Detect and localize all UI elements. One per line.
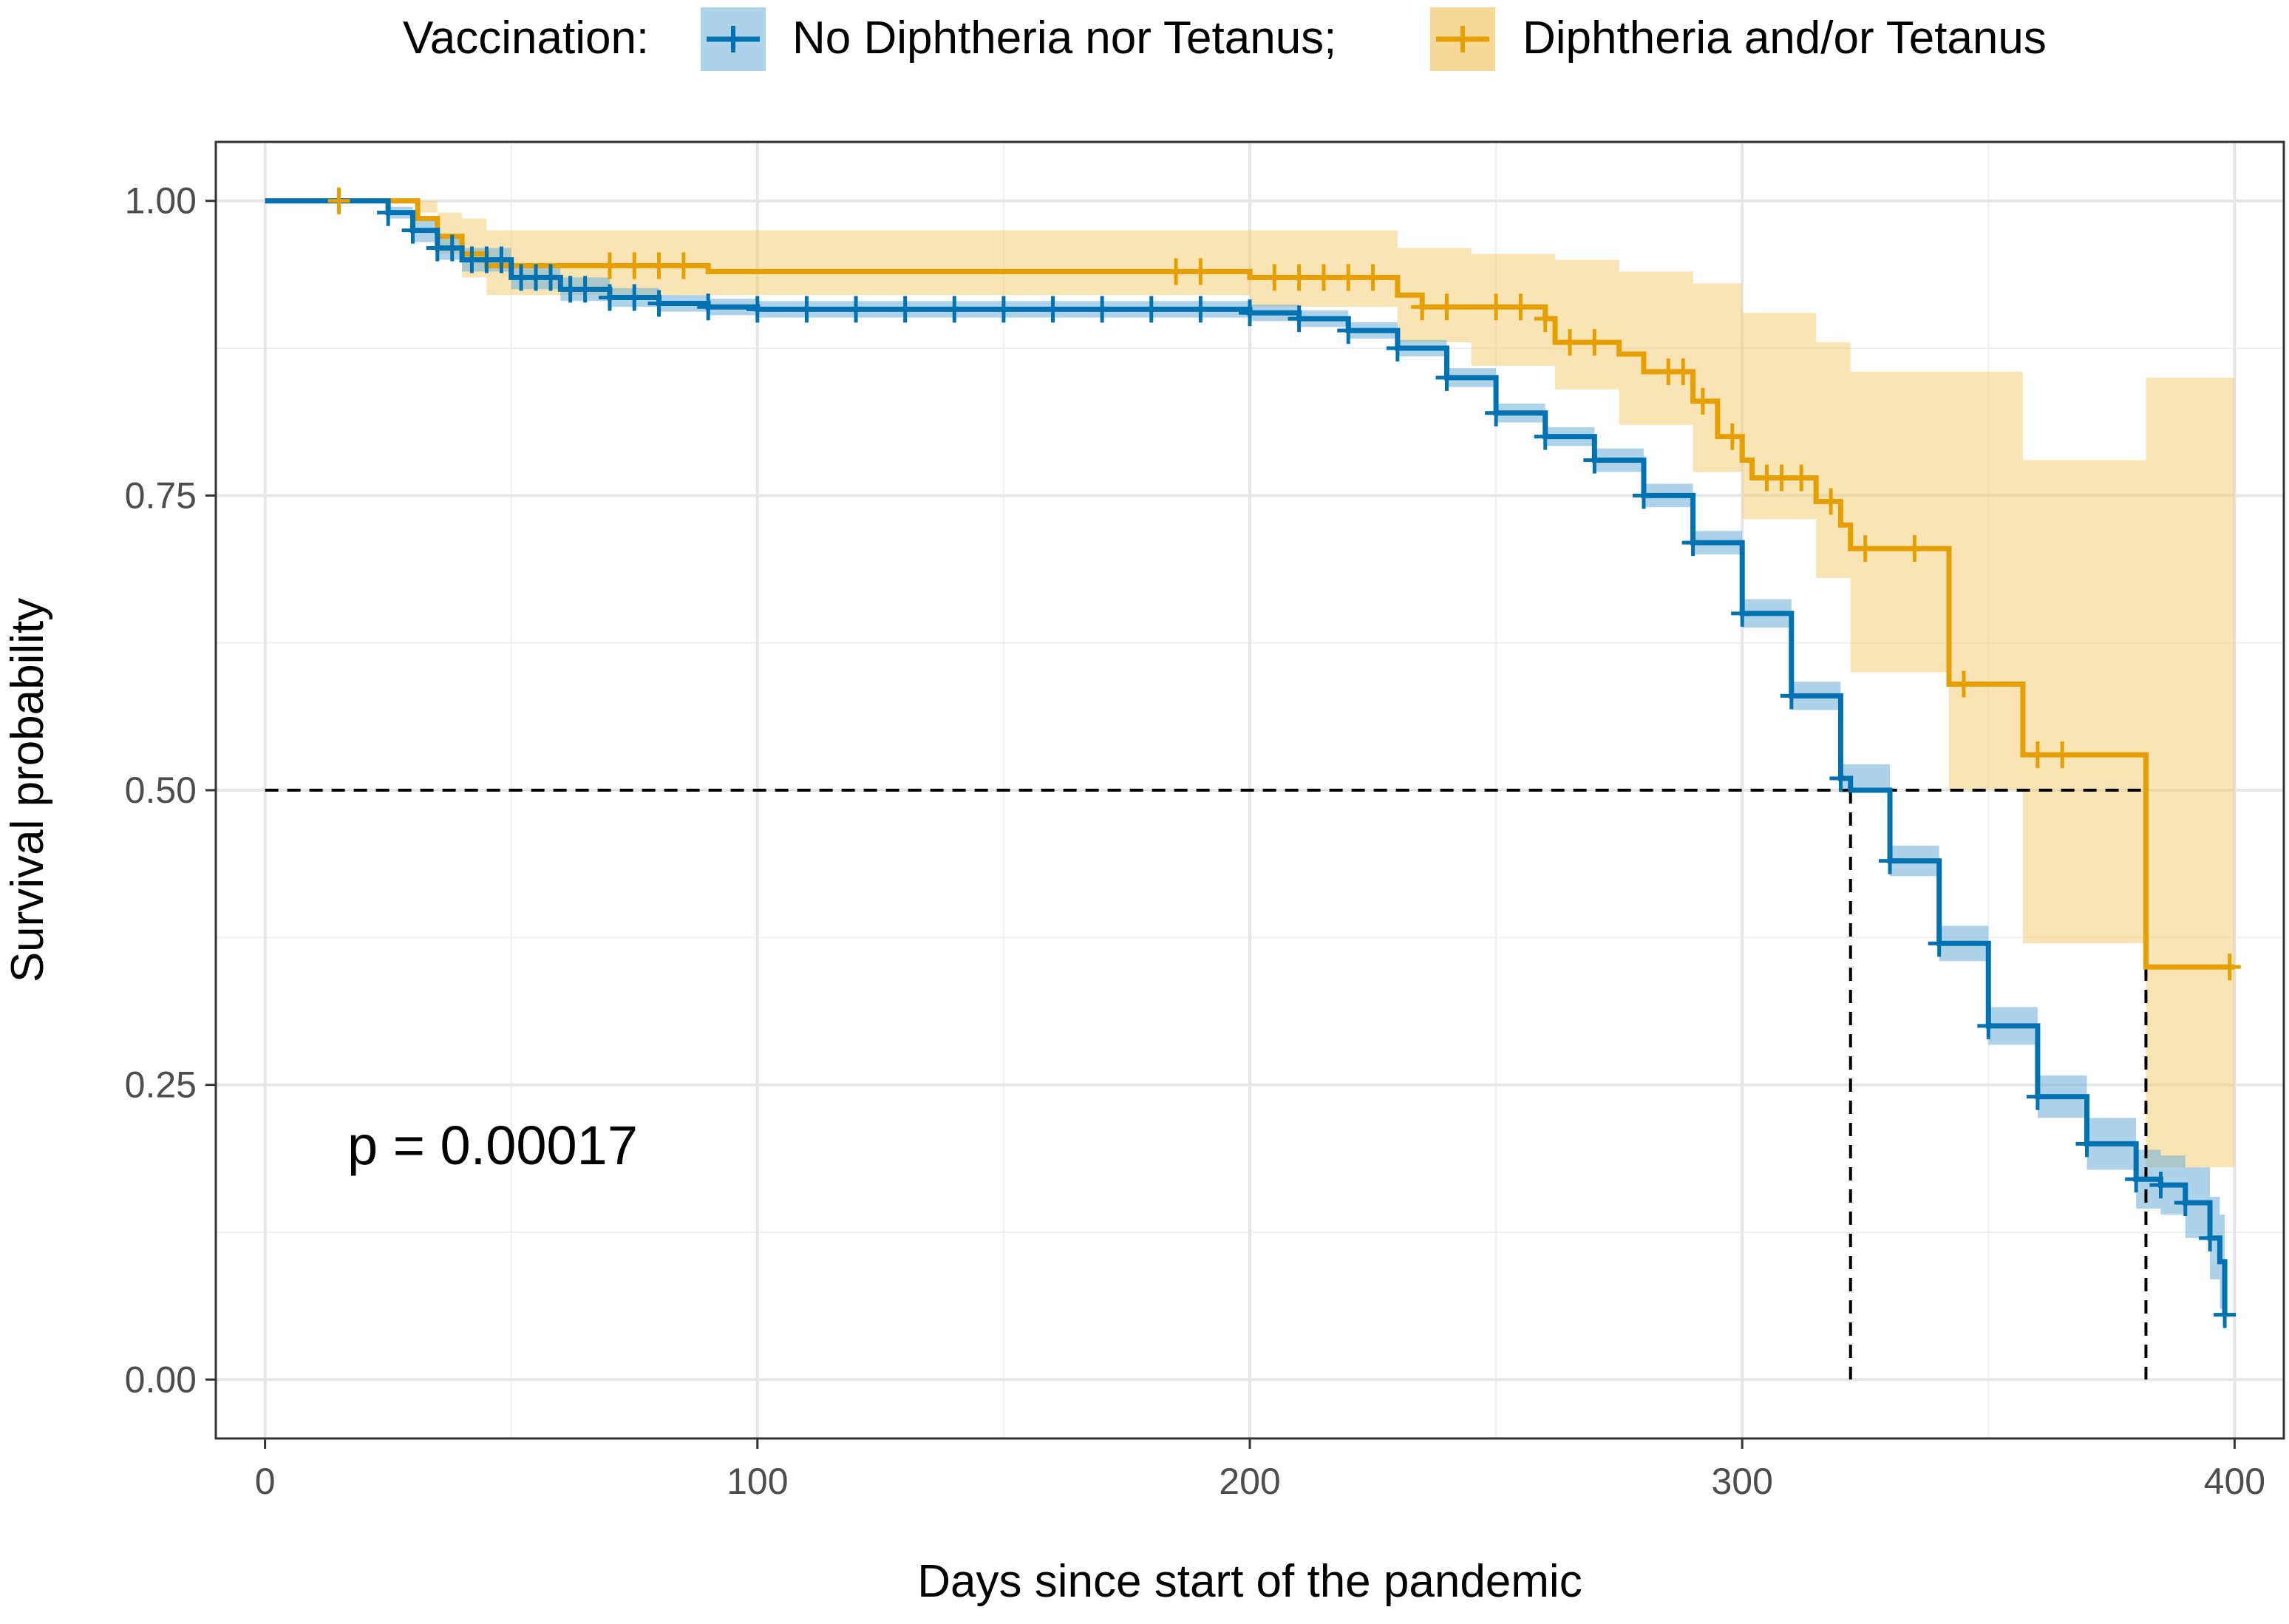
y-axis: 0.00 0.25 0.50 0.75 1.00 <box>125 180 216 1400</box>
y-tick-label: 1.00 <box>125 180 197 222</box>
legend-item-no-diphtheria: No Diphtheria nor Tetanus; <box>701 7 1336 71</box>
x-tick-label: 400 <box>2204 1461 2265 1502</box>
legend: Vaccination: No Diphtheria nor Tetanus; … <box>403 7 2047 71</box>
y-tick-label: 0.75 <box>125 475 197 516</box>
y-tick-label: 0.25 <box>125 1064 197 1106</box>
x-tick-label: 100 <box>727 1461 788 1502</box>
x-axis-label: Days since start of the pandemic <box>917 1556 1582 1607</box>
legend-title: Vaccination: <box>403 13 649 64</box>
censor-marks <box>327 187 2241 1328</box>
plot-panel: p = 0.00017 <box>214 140 2285 1440</box>
y-axis-label: Survival probability <box>2 598 53 982</box>
x-tick-label: 300 <box>1711 1461 1772 1502</box>
legend-label-no-diphtheria: No Diphtheria nor Tetanus; <box>792 13 1336 64</box>
x-tick-label: 0 <box>255 1461 276 1502</box>
x-tick-label: 200 <box>1219 1461 1280 1502</box>
legend-item-diphtheria: Diphtheria and/or Tetanus <box>1430 7 2047 71</box>
legend-label-diphtheria: Diphtheria and/or Tetanus <box>1523 13 2047 64</box>
y-tick-label: 0.50 <box>125 769 197 811</box>
p-value-annotation: p = 0.00017 <box>347 1115 638 1176</box>
x-axis: 0 100 200 300 400 <box>255 1438 2265 1502</box>
y-tick-label: 0.00 <box>125 1359 197 1400</box>
